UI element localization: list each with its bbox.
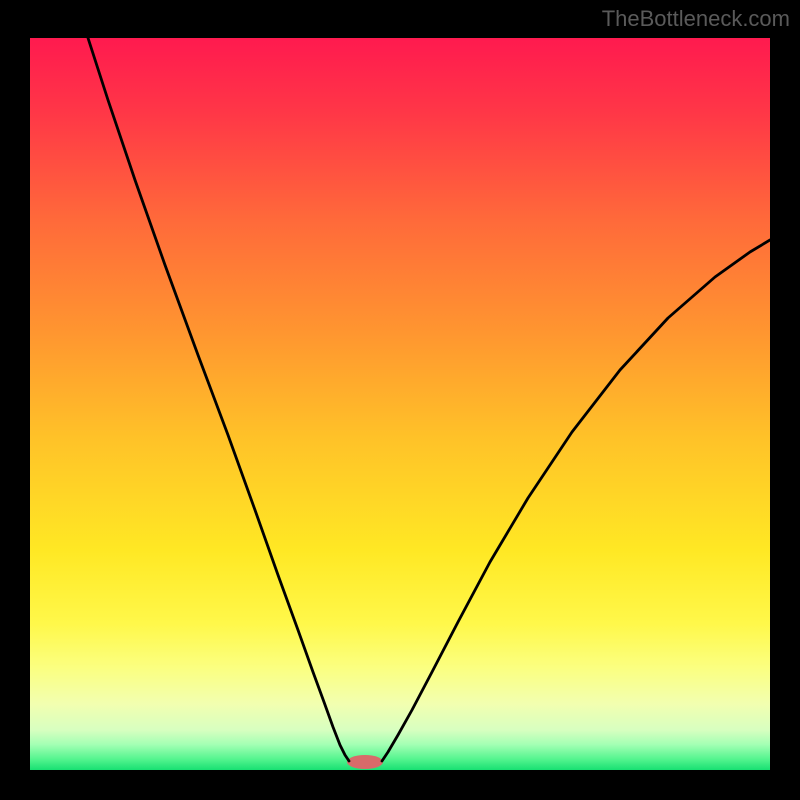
- chart-background-gradient: [30, 38, 770, 770]
- chart-container: { "watermark": { "text": "TheBottleneck.…: [0, 0, 800, 800]
- bottleneck-chart: [0, 0, 800, 800]
- watermark-text: TheBottleneck.com: [602, 6, 790, 32]
- minimum-marker: [347, 755, 383, 769]
